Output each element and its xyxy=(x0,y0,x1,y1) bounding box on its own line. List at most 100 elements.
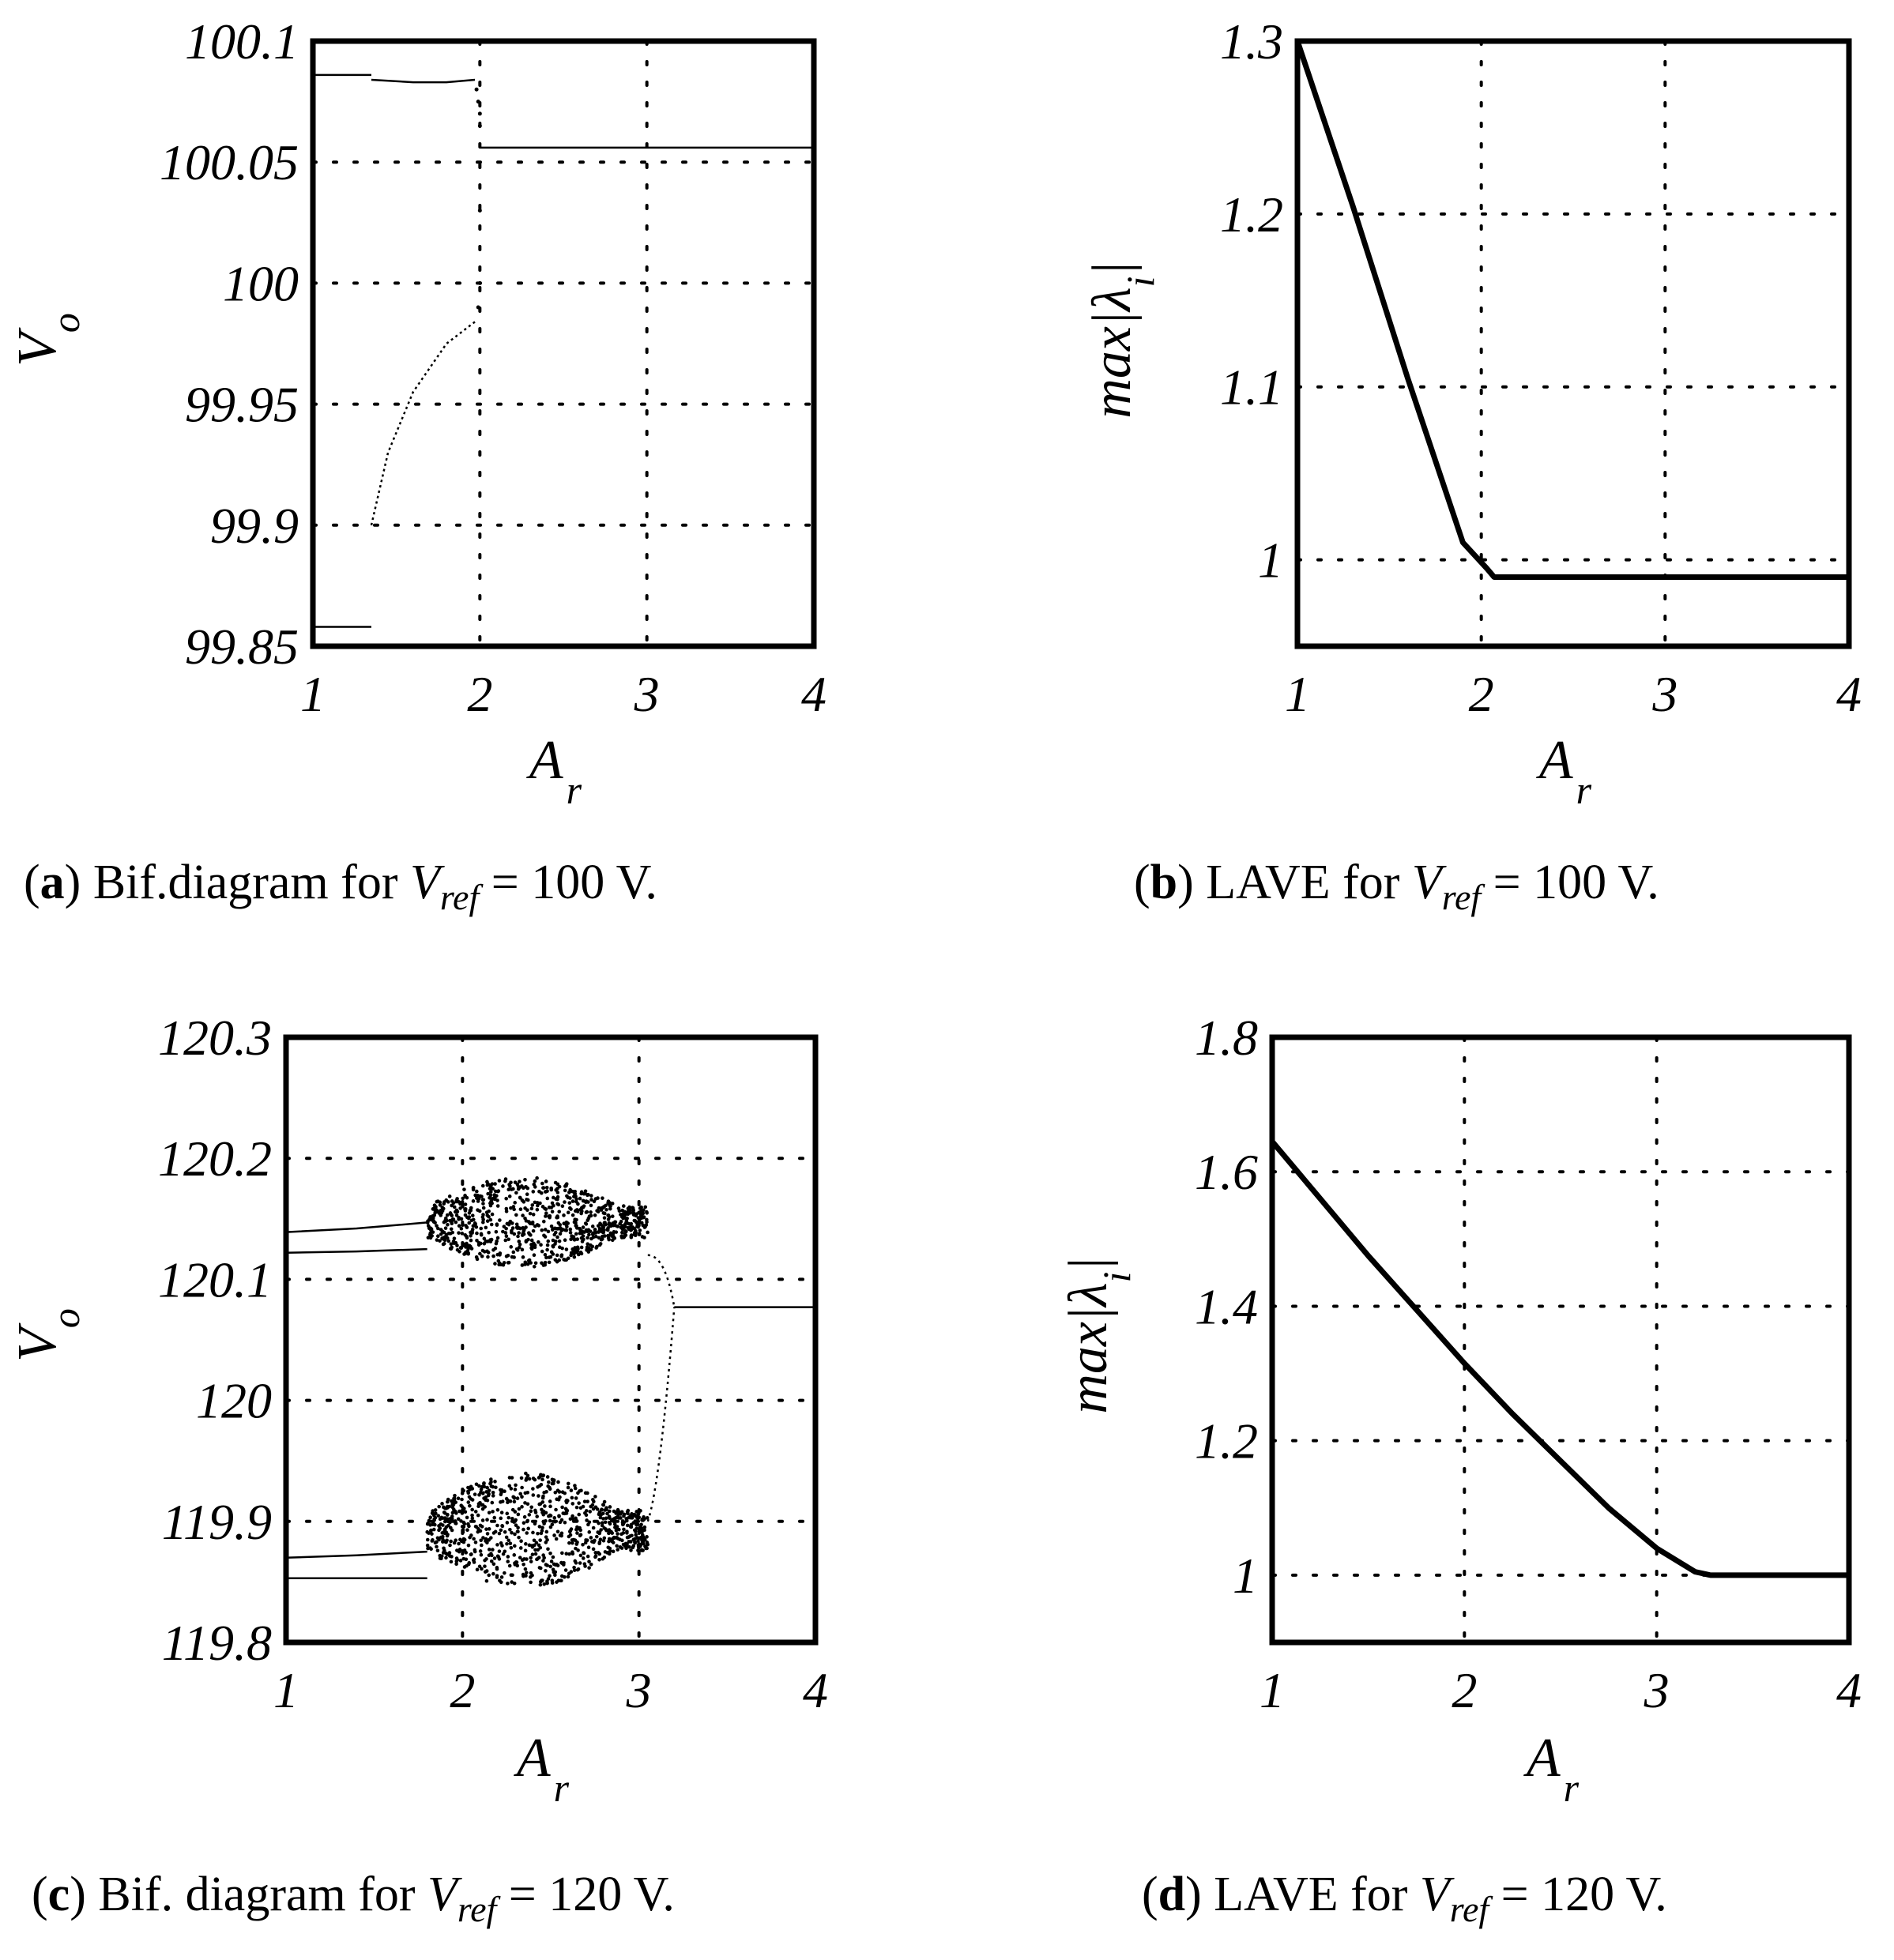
band-point xyxy=(488,1196,492,1200)
band-point xyxy=(634,1230,638,1234)
band-point xyxy=(607,1537,612,1541)
band-point xyxy=(473,1549,477,1554)
band-point xyxy=(561,1511,566,1515)
band-point xyxy=(541,1473,546,1477)
band-point xyxy=(563,1568,568,1572)
band-point xyxy=(553,1490,558,1495)
band-point xyxy=(557,1514,561,1518)
band-point xyxy=(473,1510,478,1514)
band-point xyxy=(597,1512,601,1517)
band-point xyxy=(480,1507,485,1511)
band-point xyxy=(465,1515,469,1520)
band-point xyxy=(497,1531,502,1536)
band-point xyxy=(559,1578,563,1582)
band-point xyxy=(574,1561,578,1565)
band-point xyxy=(470,1513,474,1518)
x-tick-label: 4 xyxy=(1836,666,1862,722)
x-tick-label: 3 xyxy=(1651,666,1677,722)
band-point xyxy=(470,1213,475,1217)
band-point xyxy=(530,1573,534,1578)
band-point xyxy=(550,1477,555,1482)
band-point xyxy=(543,1504,547,1508)
band-point xyxy=(642,1525,647,1529)
band-point xyxy=(583,1541,588,1545)
band-point xyxy=(507,1221,511,1225)
x-axis-label-sub: r xyxy=(1576,768,1592,812)
transition-point xyxy=(477,111,482,116)
caption-suffix: = 100 V. xyxy=(479,856,657,909)
series-line xyxy=(1294,40,1849,580)
band-point xyxy=(581,1556,586,1560)
band-point xyxy=(574,1199,578,1204)
band-point xyxy=(557,1209,562,1214)
y-tick-label: 99.95 xyxy=(185,377,299,433)
band-point xyxy=(524,1240,529,1244)
band-point xyxy=(466,1500,471,1504)
band-point xyxy=(544,1529,549,1534)
band-point xyxy=(574,1516,578,1521)
band-point xyxy=(431,1509,435,1513)
band-point xyxy=(452,1236,457,1240)
band-point xyxy=(537,1556,541,1559)
band-point xyxy=(554,1507,558,1512)
caption-var: V xyxy=(1412,856,1447,909)
band-point xyxy=(540,1477,544,1482)
band-point xyxy=(514,1213,518,1217)
band-point xyxy=(469,1238,473,1243)
band-point xyxy=(488,1201,492,1206)
band-point xyxy=(461,1520,466,1525)
band-point xyxy=(574,1197,578,1202)
band-point xyxy=(623,1234,627,1239)
band-point xyxy=(576,1247,580,1251)
band-point xyxy=(593,1555,597,1559)
band-point xyxy=(476,1513,480,1518)
band-point xyxy=(486,1255,490,1259)
band-point xyxy=(509,1245,514,1249)
x-axis-label: Ar xyxy=(526,730,582,812)
band-point xyxy=(634,1220,638,1225)
band-point xyxy=(640,1548,644,1552)
caption-close-paren: ) xyxy=(70,1868,98,1921)
band-point xyxy=(460,1497,464,1502)
x-tick-label: 1 xyxy=(1260,1662,1285,1718)
band-point xyxy=(523,1206,527,1210)
band-point xyxy=(617,1510,622,1515)
band-point xyxy=(552,1570,556,1574)
band-point xyxy=(494,1229,499,1234)
band-point xyxy=(543,1206,547,1211)
band-point xyxy=(543,1228,548,1232)
band-point xyxy=(484,1569,489,1573)
band-point xyxy=(523,1548,528,1553)
band-point xyxy=(552,1533,556,1537)
band-point xyxy=(586,1499,589,1503)
band-point xyxy=(506,1559,510,1563)
band-point xyxy=(587,1232,591,1237)
band-point xyxy=(464,1557,469,1562)
band-point xyxy=(446,1497,450,1502)
band-point xyxy=(564,1499,568,1503)
band-point xyxy=(614,1230,619,1234)
band-point xyxy=(568,1196,572,1200)
band-point xyxy=(533,1508,537,1513)
band-point xyxy=(515,1529,520,1533)
panel-c: 1 2 3 4 119.8 119.9 120 120.1 120.2 120.3 Ar Vo (c) … xyxy=(7,1010,828,1929)
band-point xyxy=(553,1563,558,1567)
band-point xyxy=(493,1246,498,1251)
band-point xyxy=(541,1186,546,1190)
band-point xyxy=(604,1527,608,1531)
band-point xyxy=(499,1528,503,1533)
branch-line xyxy=(285,1221,427,1233)
band-point xyxy=(508,1541,513,1546)
band-point xyxy=(586,1200,590,1204)
caption-open-paren: ( xyxy=(1142,1868,1158,1921)
band-point xyxy=(555,1253,559,1258)
band-point xyxy=(542,1556,546,1560)
band-point xyxy=(541,1559,545,1563)
band-point xyxy=(463,1510,468,1514)
x-tick-label: 2 xyxy=(467,666,492,722)
band-point xyxy=(544,1563,548,1567)
band-point xyxy=(626,1508,631,1513)
branch-line xyxy=(371,78,476,84)
band-point xyxy=(523,1177,527,1182)
band-point xyxy=(566,1485,570,1490)
